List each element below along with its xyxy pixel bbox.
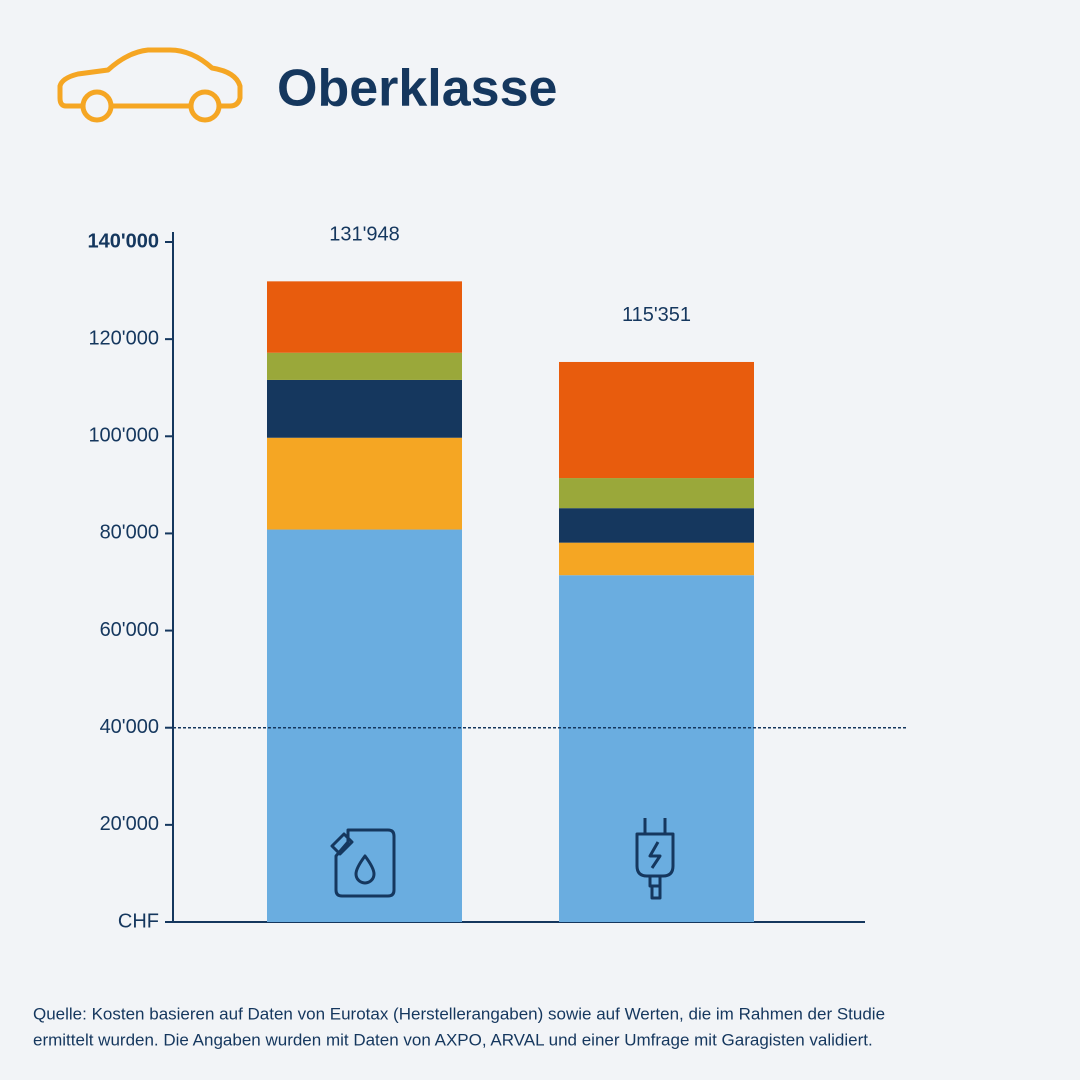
car-icon (57, 47, 243, 123)
y-tick-label: 140'000 (88, 230, 160, 252)
total-label: 131'948 (329, 223, 400, 245)
y-tick-label: 80'000 (100, 522, 159, 544)
bar-segment (267, 379, 462, 438)
source-note: Quelle: Kosten basieren auf Daten von Eu… (33, 1004, 885, 1023)
plot-area: CHF 20'000 40'000 60'000 80'000 100'000 120'00… (88, 223, 908, 932)
y-tick-label: CHF (118, 910, 159, 932)
icons (330, 818, 675, 900)
bar-segment (559, 361, 754, 479)
bar-segment (267, 529, 462, 922)
y-tick-label: 100'000 (88, 425, 159, 447)
y-tick-label: 20'000 (100, 813, 159, 835)
bar-segment (559, 575, 754, 922)
chart-title: Oberklasse (277, 60, 557, 118)
fuel-can-icon (330, 828, 396, 898)
bar-segment (559, 508, 754, 543)
source-note: ermittelt wurden. Die Angaben wurden mit… (33, 1030, 873, 1049)
y-tick-label: 60'000 (100, 619, 159, 641)
bar-segment (267, 281, 462, 353)
y-tick-label: 40'000 (100, 716, 159, 738)
fuel-drop-icon (354, 854, 376, 885)
bar-segment (559, 542, 754, 576)
bar-segment (267, 352, 462, 380)
total-label: 115'351 (622, 304, 691, 326)
bar-segment (267, 437, 462, 530)
y-tick-label: 120'000 (88, 327, 159, 349)
bar-segment (559, 478, 754, 509)
plug-icon (635, 818, 675, 900)
bolt-icon (648, 841, 662, 869)
